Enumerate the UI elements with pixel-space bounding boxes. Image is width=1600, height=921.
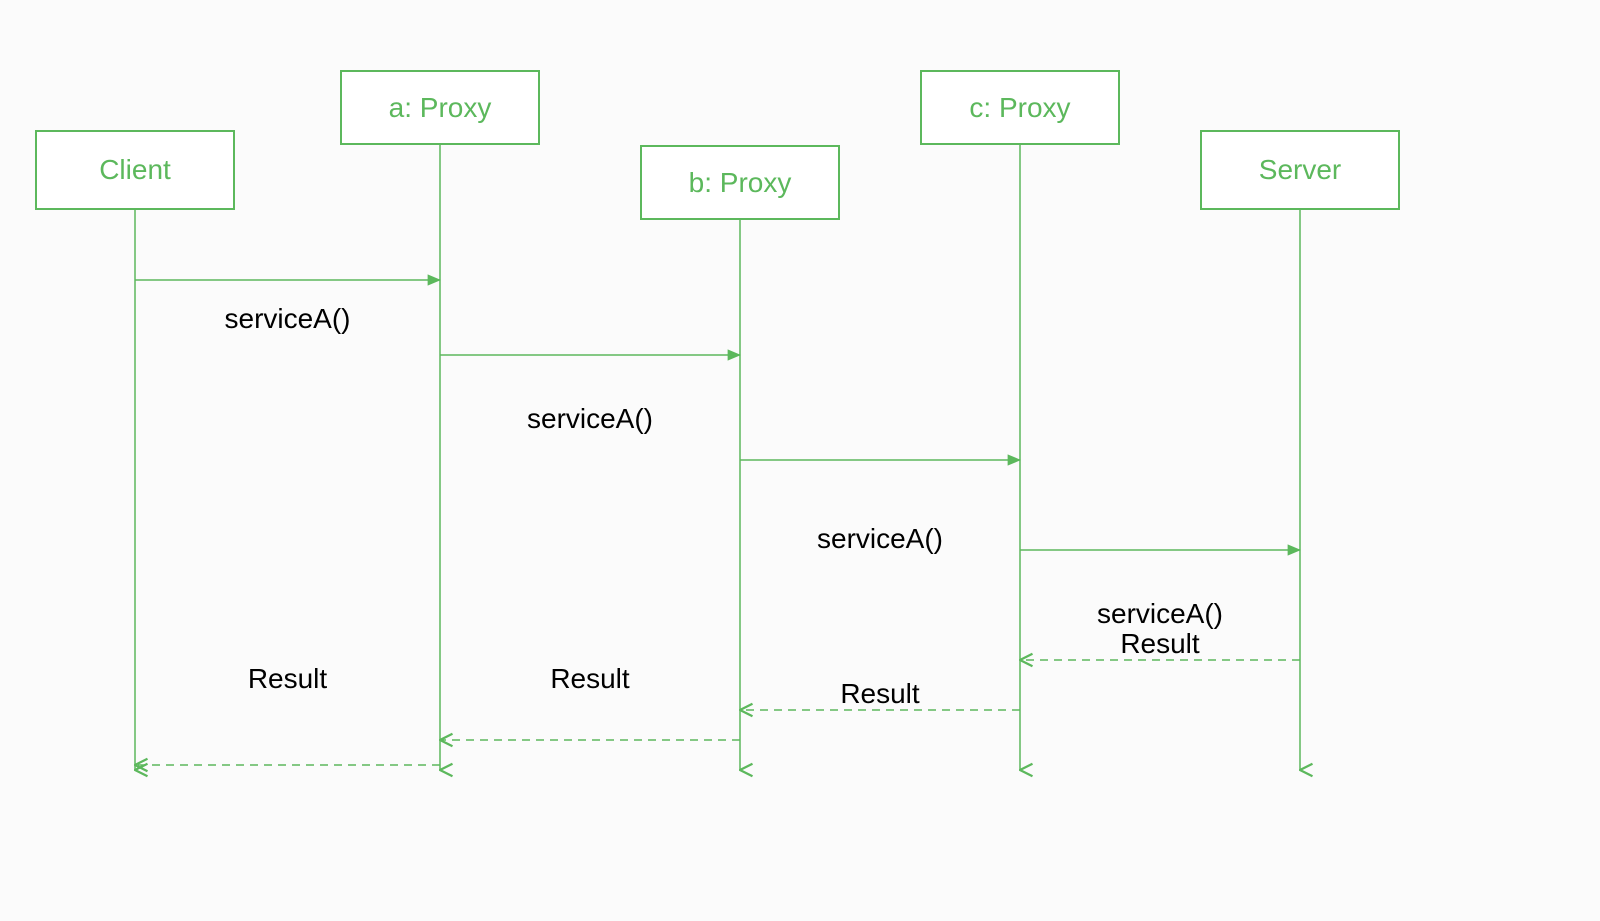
participant-label: Client [99, 154, 171, 186]
message-label: serviceA() [527, 403, 653, 435]
message-label: serviceA() [817, 523, 943, 555]
message-label: Result [1120, 628, 1199, 660]
participant-proxy_c: c: Proxy [920, 70, 1120, 145]
message-label: serviceA() [224, 303, 350, 335]
message-label: serviceA() [1097, 598, 1223, 630]
participant-label: Server [1259, 154, 1341, 186]
participant-label: c: Proxy [969, 92, 1070, 124]
sequence-diagram: Client a: Proxy b: Proxy c: Proxy Server serv… [0, 0, 1600, 921]
participant-label: a: Proxy [389, 92, 492, 124]
message-label: Result [248, 663, 327, 695]
message-label: Result [550, 663, 629, 695]
message-label: Result [840, 678, 919, 710]
participant-proxy_b: b: Proxy [640, 145, 840, 220]
participant-proxy_a: a: Proxy [340, 70, 540, 145]
participant-label: b: Proxy [689, 167, 792, 199]
participant-client: Client [35, 130, 235, 210]
participant-server: Server [1200, 130, 1400, 210]
